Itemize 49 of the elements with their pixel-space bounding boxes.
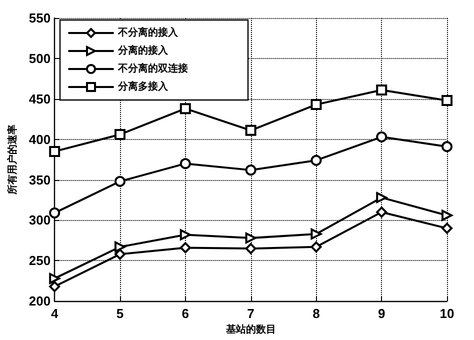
y-tick-label: 450 <box>28 91 51 106</box>
point <box>49 281 60 292</box>
point <box>245 243 256 254</box>
x-tick-label: 5 <box>116 306 124 322</box>
legend-label: 分离多接入 <box>117 80 169 92</box>
x-tick-label: 8 <box>312 306 320 322</box>
x-tick-label: 4 <box>50 306 59 322</box>
point <box>114 248 126 260</box>
point <box>376 192 388 204</box>
legend-label: 分离的接入 <box>117 44 169 56</box>
y-tick-label: 250 <box>28 253 51 268</box>
point <box>49 207 60 218</box>
point <box>442 95 452 106</box>
y-tick-label: 500 <box>28 50 51 66</box>
legend-label: 不分离的接入 <box>117 26 179 38</box>
point <box>376 84 388 96</box>
y-tick-label: 350 <box>28 172 51 188</box>
point <box>442 210 452 221</box>
point <box>310 241 322 252</box>
point <box>310 154 322 166</box>
point <box>245 124 256 136</box>
point <box>180 103 191 114</box>
point <box>442 222 452 234</box>
point <box>180 229 191 240</box>
point <box>114 128 126 140</box>
point <box>376 206 388 218</box>
point <box>310 228 322 240</box>
point <box>245 232 256 244</box>
x-tick-label: 10 <box>440 306 454 322</box>
x-axis-title: 基站的数目 <box>224 324 276 336</box>
x-tick-label: 6 <box>182 306 190 322</box>
point <box>376 131 388 142</box>
y-tick-label: 200 <box>28 294 51 309</box>
point <box>180 242 191 254</box>
point <box>49 146 60 157</box>
point <box>310 99 322 110</box>
point <box>114 176 126 187</box>
point <box>49 272 60 284</box>
point <box>442 141 452 152</box>
legend-label: 不分离的双连接 <box>117 62 188 74</box>
y-axis-title: 所有用户的速率 <box>6 124 18 196</box>
x-tick-label: 9 <box>378 306 386 322</box>
point <box>245 164 256 176</box>
point <box>114 241 126 252</box>
y-tick-label: 300 <box>28 212 51 228</box>
x-tick-label: 7 <box>247 306 254 322</box>
y-tick-label: 550 <box>28 10 51 26</box>
y-tick-label: 400 <box>28 132 51 147</box>
point <box>180 158 191 170</box>
